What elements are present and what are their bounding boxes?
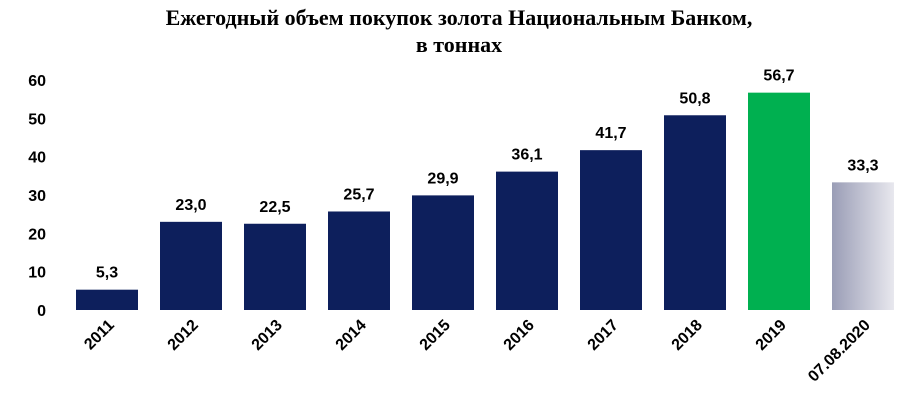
x-tick-label: 2014 — [333, 317, 370, 354]
x-tick-label: 07.08.2020 — [805, 317, 874, 386]
y-tick-label: 50 — [28, 111, 46, 128]
bar-2018 — [664, 115, 726, 311]
data-labels: 5,3 23,0 22,5 25,7 29,9 36,1 41,7 50,8 56,7 33,3 — [96, 68, 879, 282]
bars — [76, 92, 894, 311]
x-tick-label: 2019 — [753, 317, 790, 354]
bar-07.08.2020 — [832, 182, 894, 310]
chart-title-line-2: в тоннах — [415, 32, 503, 57]
data-label: 33,3 — [847, 157, 878, 174]
bar-2011 — [76, 289, 138, 310]
y-tick-label: 30 — [28, 188, 46, 205]
data-label: 5,3 — [96, 265, 118, 282]
y-tick-label: 20 — [28, 226, 46, 243]
data-label: 41,7 — [595, 125, 626, 142]
chart-title: Ежегодный объем покупок золота Националь… — [0, 4, 918, 58]
x-tick-label: 2015 — [417, 317, 454, 354]
y-tick-label: 0 — [37, 303, 46, 320]
x-tick-label: 2016 — [501, 317, 538, 354]
bar-2016 — [496, 171, 558, 310]
x-axis: 2011 2012 2013 2014 2015 2016 2017 2018 2019 07.0… — [81, 317, 874, 386]
y-tick-label: 10 — [28, 265, 46, 282]
data-label: 23,0 — [175, 197, 206, 214]
bar-2019 — [748, 92, 810, 311]
chart-title-line-1: Ежегодный объем покупок золота Националь… — [165, 5, 753, 30]
bar-2014 — [328, 211, 390, 310]
x-tick-label: 2018 — [669, 317, 706, 354]
bar-2017 — [580, 150, 642, 310]
x-tick-label: 2011 — [81, 317, 118, 354]
data-label: 56,7 — [763, 68, 794, 85]
data-label: 29,9 — [427, 170, 458, 187]
y-axis: 0 10 20 30 40 50 60 — [28, 73, 46, 320]
x-tick-label: 2017 — [585, 317, 622, 354]
x-tick-label: 2013 — [249, 317, 286, 354]
x-tick-label: 2012 — [165, 317, 202, 354]
y-tick-label: 60 — [28, 73, 46, 90]
data-label: 36,1 — [511, 147, 542, 164]
data-label: 50,8 — [679, 90, 710, 107]
bar-2013 — [244, 223, 306, 310]
y-tick-label: 40 — [28, 150, 46, 167]
bar-2012 — [160, 221, 222, 310]
data-label: 25,7 — [343, 186, 374, 203]
bar-2015 — [412, 195, 474, 310]
data-label: 22,5 — [259, 199, 290, 216]
